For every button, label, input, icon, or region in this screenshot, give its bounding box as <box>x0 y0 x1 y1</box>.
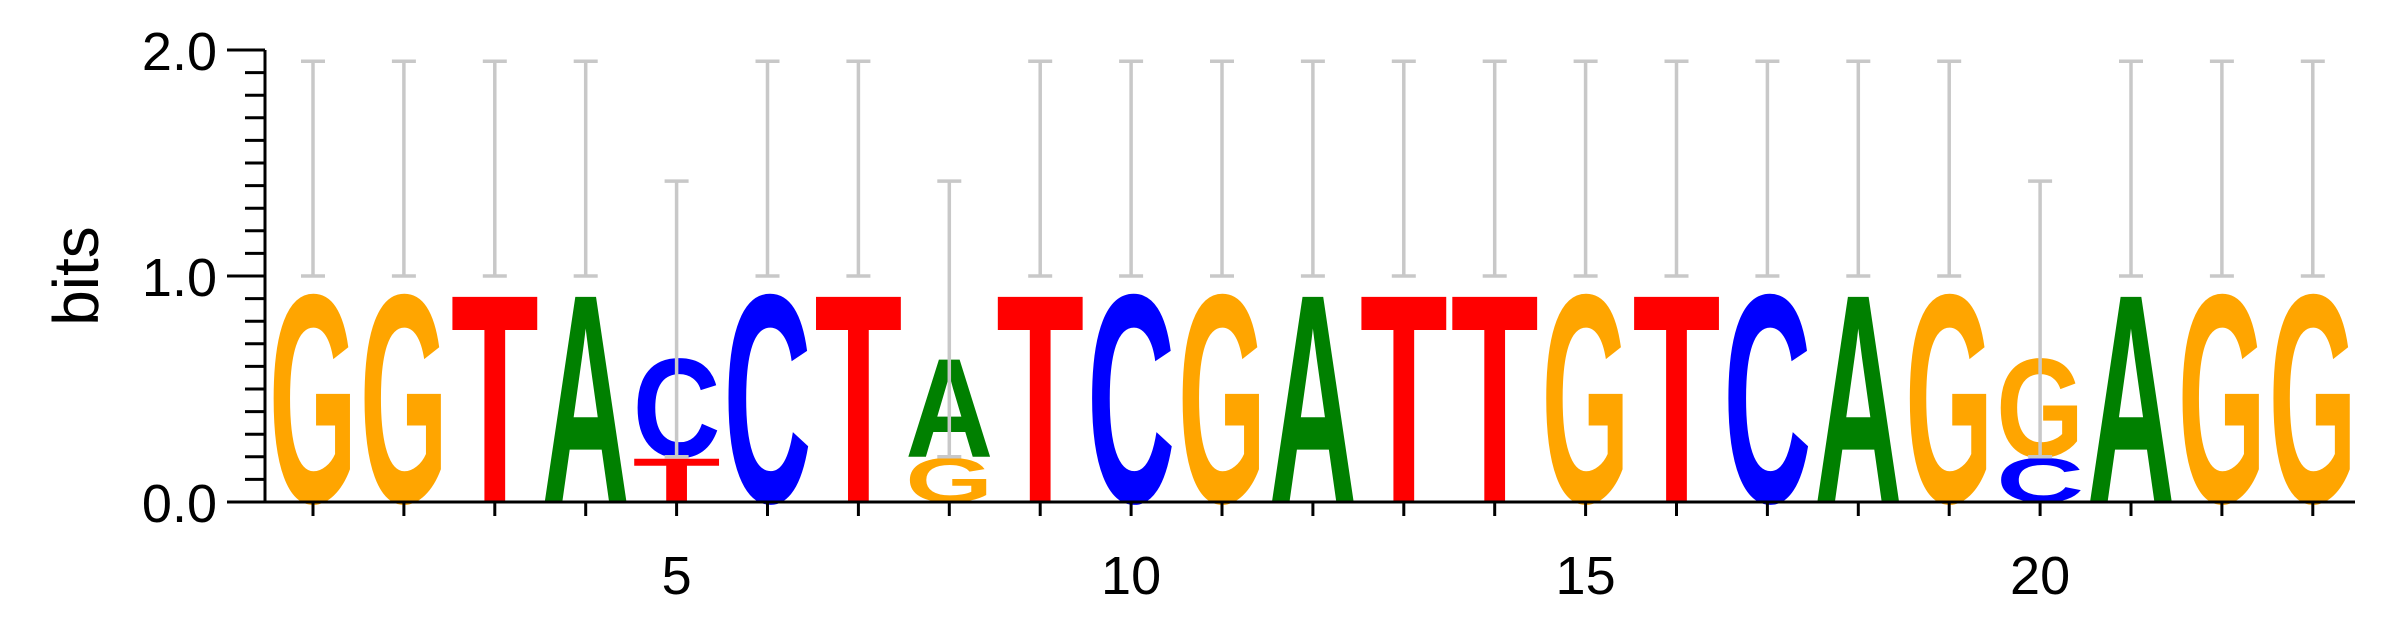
glyph-C: C <box>1723 234 1811 567</box>
glyph-A: A <box>542 234 630 567</box>
x-tick-label: 10 <box>1101 546 1161 606</box>
x-tick-label: 15 <box>1556 546 1616 606</box>
glyph-A: A <box>1269 234 1357 567</box>
y-tick-label: 1.0 <box>142 248 217 308</box>
glyph-C: C <box>724 234 812 567</box>
glyph-A: A <box>1814 234 1902 567</box>
glyph-C: C <box>1087 234 1175 567</box>
logo-glyphs: G G T A TC C T GA T C G A T T G T C A G CG A G G <box>269 232 2357 566</box>
y-axis-title: bits <box>40 226 112 326</box>
y-tick-label: 0.0 <box>142 474 217 534</box>
y-tick-label: 2.0 <box>142 22 217 82</box>
x-tick-label: 20 <box>2010 546 2070 606</box>
y-ticks: 0.0 1.0 2.0 <box>142 22 265 534</box>
x-tick-label: 5 <box>662 546 692 606</box>
glyph-A: A <box>2087 234 2175 567</box>
